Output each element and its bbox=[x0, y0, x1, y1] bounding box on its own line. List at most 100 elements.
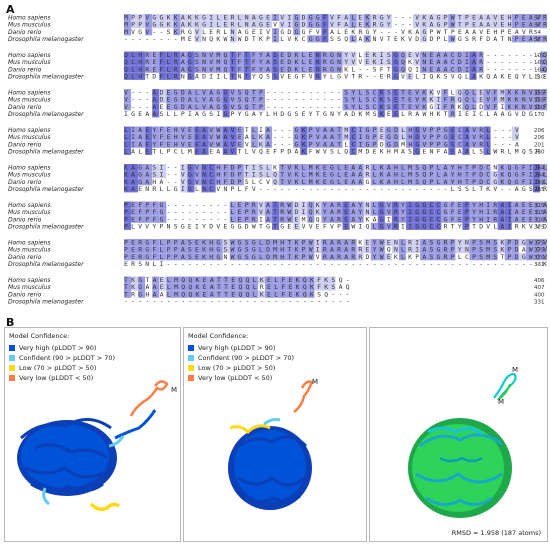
conservation-cell bbox=[363, 164, 371, 172]
conservation-cell bbox=[208, 89, 216, 97]
conservation-cell bbox=[250, 126, 258, 134]
conservation-cell bbox=[265, 65, 273, 73]
conservation-cell bbox=[229, 140, 237, 148]
conservation-cell bbox=[236, 253, 244, 261]
conservation-cell bbox=[349, 253, 357, 261]
conservation-cell bbox=[265, 21, 273, 29]
conservation-cell bbox=[377, 89, 385, 97]
conservation-cell bbox=[236, 103, 244, 111]
conservation-cell bbox=[166, 246, 174, 254]
conservation-cell bbox=[525, 171, 533, 179]
conservation-cell bbox=[497, 215, 505, 223]
conservation-cell bbox=[483, 147, 491, 155]
conservation-cell bbox=[420, 65, 428, 73]
conservation-cell bbox=[180, 246, 188, 254]
conservation-cell bbox=[272, 215, 280, 223]
conservation-cell bbox=[124, 201, 132, 209]
conservation-cell bbox=[462, 208, 470, 216]
conservation-cell bbox=[455, 164, 463, 172]
conservation-cell bbox=[229, 171, 237, 179]
conservation-cell bbox=[236, 65, 244, 73]
conservation-cell bbox=[532, 164, 540, 172]
conservation-cell bbox=[124, 140, 132, 148]
legend-item-low: Low (70 > pLDDT > 50) bbox=[188, 363, 294, 373]
conservation-cell bbox=[180, 21, 188, 29]
conservation-cell bbox=[138, 208, 146, 216]
conservation-cell bbox=[504, 239, 512, 247]
conservation-cell bbox=[504, 14, 512, 22]
conservation-cell bbox=[406, 222, 414, 230]
conservation-cell bbox=[159, 208, 167, 216]
conservation-cell bbox=[215, 21, 223, 29]
conservation-cell bbox=[384, 96, 392, 104]
conservation-cell bbox=[483, 178, 491, 186]
conservation-cell bbox=[413, 239, 421, 247]
conservation-cell bbox=[363, 51, 371, 59]
conservation-cell bbox=[265, 290, 273, 298]
conservation-cell bbox=[384, 164, 392, 172]
conservation-cell bbox=[448, 51, 456, 59]
conservation-cell bbox=[187, 72, 195, 80]
conservation-cell bbox=[173, 96, 181, 104]
conservation-cell bbox=[441, 178, 449, 186]
conservation-cell bbox=[286, 14, 294, 22]
species-label: Mus musculus bbox=[8, 134, 50, 141]
conservation-cell bbox=[370, 239, 378, 247]
residue-count: 201 bbox=[534, 142, 545, 148]
conservation-cell bbox=[222, 171, 230, 179]
conservation-cell bbox=[370, 246, 378, 254]
conservation-cell bbox=[328, 283, 336, 291]
conservation-cell bbox=[469, 103, 477, 111]
conservation-cell bbox=[173, 283, 181, 291]
legend-title: Model Confidence: bbox=[188, 332, 249, 340]
conservation-cell bbox=[427, 58, 435, 66]
conservation-cell bbox=[483, 126, 491, 134]
conservation-cell bbox=[483, 21, 491, 29]
conservation-cell bbox=[455, 58, 463, 66]
conservation-cell bbox=[384, 89, 392, 97]
conservation-cell bbox=[335, 246, 343, 254]
conservation-cell bbox=[342, 126, 350, 134]
conservation-cell bbox=[335, 171, 343, 179]
conservation-cell bbox=[222, 126, 230, 134]
conservation-cell bbox=[201, 103, 209, 111]
conservation-cell bbox=[434, 164, 442, 172]
conservation-cell bbox=[166, 239, 174, 247]
sequence-row: KAENRLLGIGLNCVNPLFV---------------------… bbox=[124, 185, 550, 193]
conservation-cell bbox=[159, 253, 167, 261]
conservation-cell bbox=[272, 28, 280, 36]
conservation-cell bbox=[335, 58, 343, 66]
conservation-cell bbox=[138, 276, 146, 284]
conservation-cell bbox=[201, 246, 209, 254]
conservation-cell bbox=[180, 140, 188, 148]
conservation-cell bbox=[201, 178, 209, 186]
conservation-cell bbox=[187, 140, 195, 148]
conservation-cell bbox=[525, 246, 533, 254]
conservation-cell bbox=[349, 14, 357, 22]
conservation-cell bbox=[349, 201, 357, 209]
conservation-cell bbox=[229, 103, 237, 111]
conservation-cell bbox=[293, 178, 301, 186]
conservation-cell bbox=[476, 51, 484, 59]
conservation-cell bbox=[314, 208, 322, 216]
conservation-cell bbox=[257, 290, 265, 298]
conservation-cell bbox=[539, 171, 547, 179]
residue-count: 155 bbox=[534, 91, 545, 97]
conservation-cell bbox=[413, 215, 421, 223]
confidence-legend: Model Confidence: Very high (pLDDT > 90)… bbox=[188, 332, 294, 383]
conservation-cell bbox=[257, 103, 265, 111]
conservation-cell bbox=[286, 246, 294, 254]
conservation-cell bbox=[131, 51, 139, 59]
conservation-cell bbox=[455, 215, 463, 223]
species-label: Drosophila melanogaster bbox=[8, 261, 84, 268]
conservation-cell bbox=[314, 276, 322, 284]
conservation-cell bbox=[236, 283, 244, 291]
conservation-cell bbox=[194, 21, 202, 29]
conservation-cell bbox=[229, 133, 237, 141]
conservation-cell bbox=[448, 164, 456, 172]
conservation-cell bbox=[145, 171, 153, 179]
conservation-cell bbox=[391, 222, 399, 230]
conservation-cell bbox=[180, 178, 188, 186]
conservation-cell bbox=[469, 208, 477, 216]
conservation-cell bbox=[286, 171, 294, 179]
